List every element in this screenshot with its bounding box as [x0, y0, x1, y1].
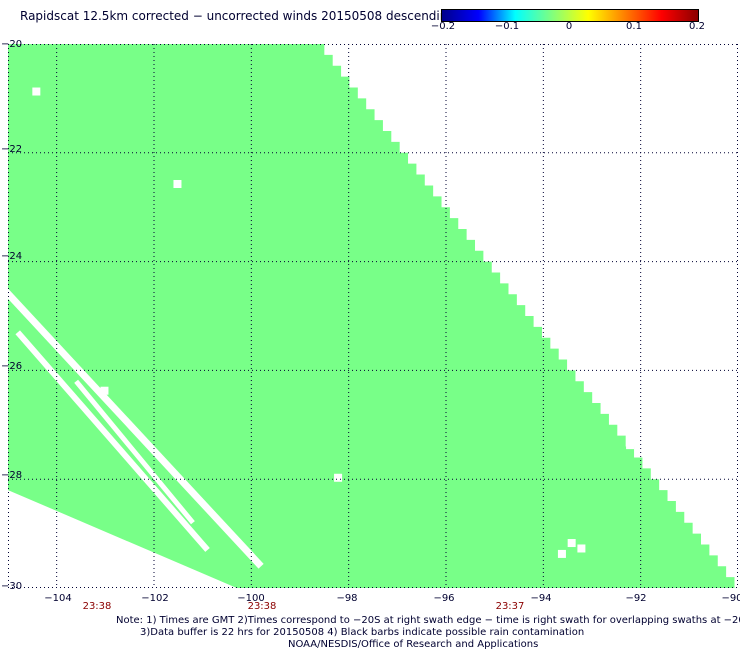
data-gaps: [8, 87, 635, 588]
missing-cell: [626, 441, 635, 450]
lat-label: −20: [1, 39, 23, 50]
missing-cell: [557, 549, 566, 558]
missing-cell: [567, 539, 576, 548]
lon-label: −98: [336, 593, 358, 604]
swath-time-label: 23:38: [247, 601, 277, 612]
missing-cell: [173, 180, 182, 188]
no-data-corner: [8, 490, 237, 588]
lon-label: −90: [721, 593, 740, 604]
colorbar-tick-label: −0.1: [494, 21, 520, 32]
note-line-2: 3)Data buffer is 22 hrs for 20150508 4) …: [140, 627, 585, 638]
lon-label: −94: [530, 593, 552, 604]
missing-cell: [334, 473, 343, 482]
lat-label: −26: [1, 361, 23, 372]
lon-label: −104: [44, 593, 72, 604]
lat-label: −28: [1, 470, 23, 481]
missing-cell: [100, 386, 109, 395]
map-title: Rapidscat 12.5km corrected − uncorrected…: [20, 9, 455, 23]
lon-label: −92: [625, 593, 647, 604]
missing-cell: [577, 544, 586, 553]
gap-stripe: [15, 330, 210, 552]
lat-label: −22: [1, 144, 23, 155]
credit-line: NOAA/NESDIS/Office of Research and Appli…: [288, 639, 539, 650]
colorbar-tick-label: 0.2: [689, 21, 705, 32]
lon-label: −102: [141, 593, 169, 604]
gap-stripe: [8, 288, 264, 569]
lon-label: −96: [433, 593, 455, 604]
wind-swath-fill: [8, 44, 738, 588]
colorbar-tick-label: −0.2: [430, 21, 456, 32]
lat-label: −30: [1, 581, 23, 592]
lon-label: −100: [237, 593, 265, 604]
colorbar-tick-label: 0: [565, 21, 573, 32]
swath-time-label: 23:38: [82, 601, 112, 612]
lat-lon-grid: [8, 44, 738, 588]
swath-area: [8, 44, 738, 588]
swath-time-label: 23:37: [495, 601, 525, 612]
wind-difference-map: [8, 44, 738, 588]
gap-stripe: [74, 379, 195, 525]
colorbar-tick-label: 0.1: [626, 21, 642, 32]
lat-label: −24: [1, 251, 23, 262]
note-line-1: Note: 1) Times are GMT 2)Times correspon…: [116, 615, 740, 626]
missing-cell: [32, 87, 41, 96]
colorbar: [441, 9, 699, 22]
